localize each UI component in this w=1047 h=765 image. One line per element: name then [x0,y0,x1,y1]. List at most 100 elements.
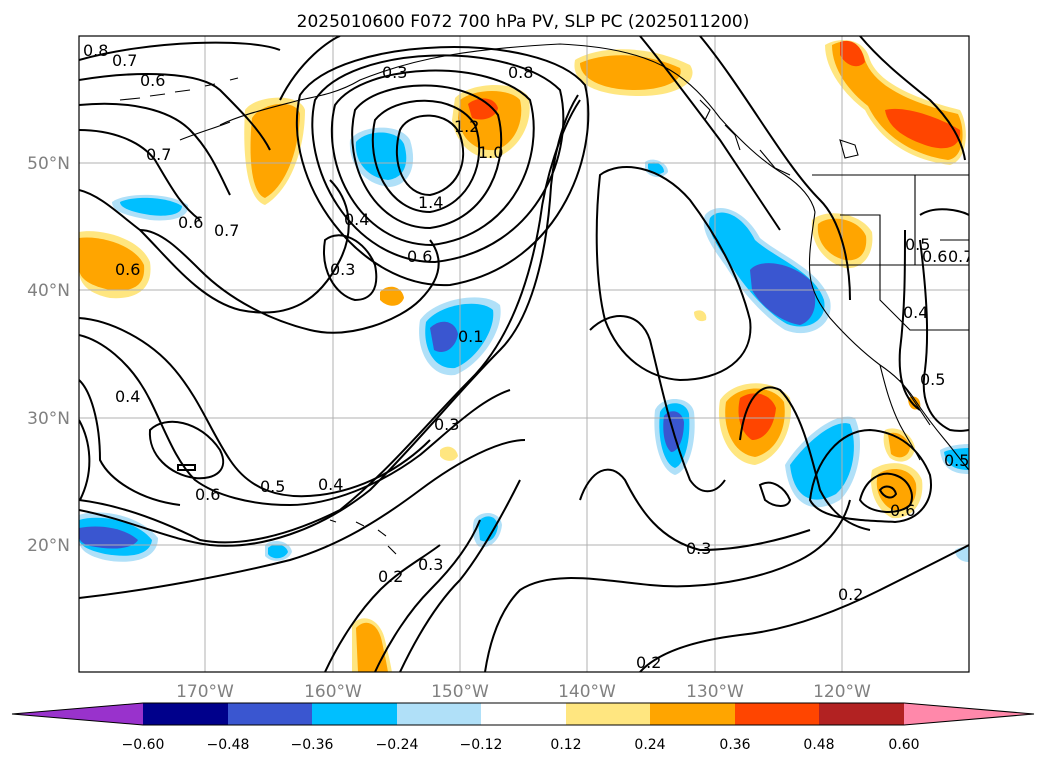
contour-label: 0.3 [418,555,443,574]
contour-line [79,73,271,151]
pv-positive-area [840,40,865,67]
us-west-coast [808,211,969,471]
latitude-labels: 50°N 40°N 30°N 20°N [27,154,70,556]
contour-label: 0.6 [115,260,140,279]
pv-positive-area [380,286,404,306]
contour-line [758,481,792,507]
contour-line [919,208,969,216]
contour-label: 0.7 [214,221,239,240]
lon-label: 130°W [686,682,744,702]
contour-label: 0.7 [112,51,137,70]
colorbar-outline [11,702,1035,726]
contour-line [351,84,503,230]
colorbar-segment [143,703,228,725]
contour-line [323,234,378,302]
colorbar-tick-label: −0.36 [291,737,334,753]
pv-negative-area [268,544,288,559]
aleutian-islands [119,77,239,101]
contour-label: 0.6 [195,485,220,504]
contour-line [374,519,481,672]
colorbar-tick-label: 0.60 [888,737,919,753]
pv-negative-area [120,197,182,216]
lon-label: 120°W [813,682,871,702]
pv-positive-area [468,98,498,120]
contour-line [330,69,535,247]
contour-line [79,99,581,544]
pv-negative-area [79,526,138,549]
colorbar-tick-label: 0.24 [634,737,665,753]
contour-line [395,114,465,197]
colorbar-tick-label: −0.60 [122,737,165,753]
contour-line [371,99,481,214]
lat-label: 40°N [27,281,70,301]
pv-positive-area [888,432,910,458]
contour-label: 0.4 [115,387,140,406]
contour-line [79,317,431,498]
contour-label: 0.5 [920,370,945,389]
contour-line [139,229,440,334]
contour-label: 0.2 [838,585,863,604]
pv-positive-area [738,393,776,440]
colorbar-under-arrow [12,703,143,725]
contour-label: 0.6 [178,213,203,232]
contour-label: 0.3 [686,539,711,558]
contour-line [399,479,521,672]
longitude-labels: 170°W 160°W 150°W 140°W 130°W 120°W [176,682,871,702]
contour-label: 0.4 [344,210,369,229]
map-background [79,36,969,672]
colorbar-tick-label: −0.24 [376,737,419,753]
contour-line [484,499,851,672]
contour-line [79,41,281,61]
contour-line [639,36,781,231]
pv-negative-area [355,132,407,180]
contour-line [79,94,579,547]
contour-label: 0.8 [508,63,533,82]
colorbar-segment [735,703,819,725]
colorbar-over-arrow [904,703,1034,725]
contour-label: 0.3 [434,415,459,434]
pv-negative-area [944,448,969,470]
pv-positive-area [876,468,917,511]
colorbar-tick-label: 0.12 [550,737,581,753]
hawaiian-islands [329,519,397,555]
contour-line [324,544,441,672]
lon-label: 160°W [304,682,362,702]
pv-negative-area [430,321,458,353]
colorbar-segment [650,703,735,725]
contour-label: 0.1 [458,327,483,346]
contour-line [739,386,871,531]
contour-line [898,229,921,411]
contour-label: 0.3 [330,260,355,279]
lon-label: 140°W [558,682,616,702]
lat-label: 20°N [27,536,70,556]
contour-label: 0.6 [890,501,915,520]
pv-positive-area [250,103,300,198]
pv-positive-area [79,237,145,291]
contour-label: 0.3 [382,63,407,82]
contour-line [79,439,526,599]
map-frame [78,35,970,673]
pv-negative-area [425,303,494,369]
contour-line [148,420,225,480]
alaska-peninsula [179,121,231,141]
colorbar-segment [481,703,566,725]
pv-positive-area [440,446,458,461]
colorbar-tick-label: 0.48 [803,737,834,753]
contour-label: 1.0 [478,143,503,162]
contour-label: 0.2 [636,653,661,672]
map-area: 0.8 0.7 0.6 0.7 0.6 0.7 0.6 0.4 0.3 0.6 … [79,36,973,672]
contour-line [699,36,851,301]
contour-label: 0.7 [948,247,973,266]
lat-label: 50°N [27,154,70,174]
colorbar: −0.60 −0.48 −0.36 −0.24 −0.12 0.12 0.24 … [11,702,1035,753]
coastlines [119,43,969,555]
contour-label: 0.5 [944,451,969,470]
contours [79,36,969,672]
contour-line [79,334,511,507]
contour-line [859,36,966,161]
contour-line [595,166,752,382]
contour-label: 0.2 [378,567,403,586]
great-lake-outline [839,139,859,159]
contour-line [79,419,91,501]
